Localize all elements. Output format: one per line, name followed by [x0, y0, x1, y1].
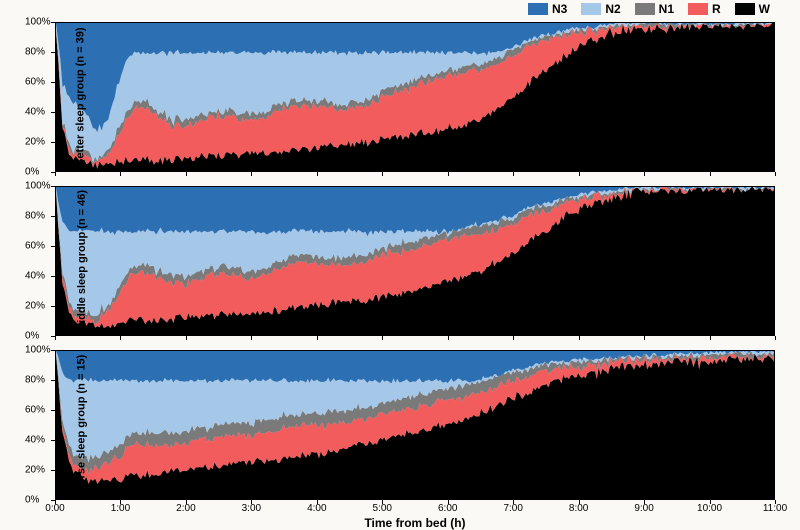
ytick-label: 80%	[25, 211, 45, 222]
legend: N3 N2 N1 R W	[528, 2, 770, 16]
ytick-label: 100%	[25, 345, 51, 356]
legend-item-N1: N1	[635, 2, 674, 16]
legend-swatch	[688, 3, 708, 15]
xtick-label: 9:00	[634, 503, 653, 514]
ytick-label: 20%	[25, 301, 45, 312]
xtick-label: 4:00	[307, 503, 326, 514]
xtick-label: 0:00	[45, 503, 64, 514]
legend-label: N3	[552, 2, 567, 16]
plot-area	[55, 22, 775, 172]
ytick-label: 60%	[25, 77, 45, 88]
legend-swatch	[581, 3, 601, 15]
ytick-label: 60%	[25, 405, 45, 416]
plot-area	[55, 350, 775, 500]
ytick-label: 0%	[25, 331, 39, 342]
panel-better-sleep: 0%20%40%60%80%100%Better sleep group (n …	[55, 22, 775, 172]
ytick-label: 100%	[25, 181, 51, 192]
xtick-label: 11:00	[763, 503, 787, 514]
legend-item-N2: N2	[581, 2, 620, 16]
xtick-label: 5:00	[373, 503, 392, 514]
stacked-area-svg	[56, 23, 774, 171]
legend-label: W	[759, 2, 770, 16]
ylabel: Better sleep group (n = 39)	[75, 27, 87, 166]
sleep-stage-chart: N3N2N1RW 0%20%40%60%80%100%Better sleep …	[0, 0, 800, 530]
legend-item-W: W	[735, 2, 770, 16]
stacked-area-svg	[56, 351, 774, 499]
legend-swatch	[735, 3, 755, 15]
legend-item-R: R	[688, 2, 721, 16]
ytick-label: 100%	[25, 17, 51, 28]
ytick-label: 0%	[25, 495, 39, 506]
xlabel: Time from bed (h)	[364, 516, 465, 530]
ytick-label: 20%	[25, 465, 45, 476]
ytick-label: 80%	[25, 375, 45, 386]
xtick-label: 6:00	[438, 503, 457, 514]
plot-area	[55, 186, 775, 336]
panel-middle-sleep: 0%20%40%60%80%100%Middle sleep group (n …	[55, 186, 775, 336]
ytick-label: 20%	[25, 137, 45, 148]
xtick-label: 2:00	[176, 503, 195, 514]
ytick-label: 0%	[25, 167, 39, 178]
xtick-label: 3:00	[242, 503, 261, 514]
stacked-area-svg	[56, 187, 774, 335]
ytick-label: 40%	[25, 435, 45, 446]
ytick-label: 60%	[25, 241, 45, 252]
legend-item-N3: N3	[528, 2, 567, 16]
legend-label: N1	[659, 2, 674, 16]
xtick-label: 1:00	[111, 503, 130, 514]
panel-worse-sleep: 0%20%40%60%80%100%Worse sleep group (n =…	[55, 350, 775, 500]
legend-label: R	[712, 2, 721, 16]
legend-swatch	[635, 3, 655, 15]
xtick-label: 8:00	[569, 503, 588, 514]
xtick-label: 7:00	[503, 503, 522, 514]
ytick-label: 40%	[25, 271, 45, 282]
ylabel: Worse sleep group (n = 15)	[75, 355, 87, 496]
xtick-label: 10:00	[697, 503, 722, 514]
ytick-label: 80%	[25, 47, 45, 58]
ylabel: Middle sleep group (n = 46)	[76, 190, 88, 332]
ytick-label: 40%	[25, 107, 45, 118]
legend-label: N2	[605, 2, 620, 16]
legend-swatch	[528, 3, 548, 15]
